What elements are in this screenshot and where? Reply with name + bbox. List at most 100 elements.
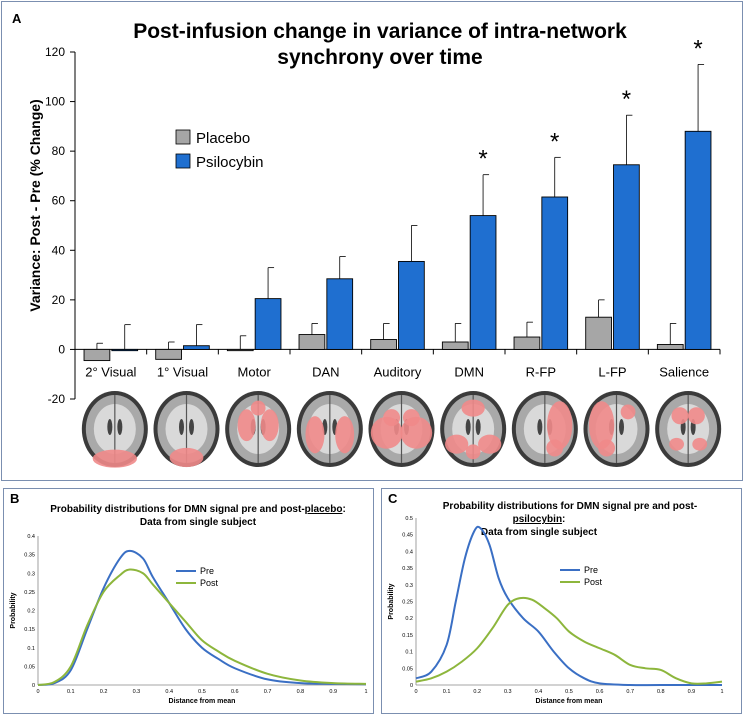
panel-b: B Probability distributions for DMN sign… [3,488,374,714]
y-tick-label-100: 100 [45,95,65,109]
brain-map-dan [296,391,363,467]
line-chart-placebo: B Probability distributions for DMN sign… [10,491,368,705]
chart-title-line2: Data from single subject [140,517,257,528]
y-axis-label: Variance: Post - Pre (% Change) [27,99,43,311]
legend: Placebo Psilocybin [175,129,264,171]
brain-activation-blob [92,449,138,468]
x-tick-label: 0.4 [165,689,173,695]
x-tick-label: 1 [364,689,367,695]
x-tick-label: 0.4 [535,689,543,695]
series-line-post [37,568,367,686]
brain-activation-blob [169,447,204,468]
x-tick-label: 0.8 [657,689,665,695]
brain-activation-blob [687,407,705,425]
y-tick-label: 0.15 [402,633,413,639]
brain-ventricle-right [189,419,194,435]
brain-activation-blob [478,434,502,454]
bar-psilocybin-salience [684,130,712,350]
legend-label-pre: Pre [200,566,214,576]
brain-activation-blob [598,439,616,457]
y-tick-label--20: -20 [48,392,66,406]
brain-activation-blob [692,437,708,451]
chart-title-line2: psilocybin: [513,514,566,525]
brain-activation-blob [305,416,325,454]
chart-title-line2: synchrony over time [277,46,482,69]
brain-map-r-fp [511,391,578,467]
chart-title-line3: Data from single subject [481,527,598,538]
brain-ventricle-right [475,419,481,435]
x-tick-label: 0 [36,689,39,695]
x-tick-label: 0.6 [596,689,604,695]
legend-label-post: Post [584,577,603,587]
y-tick-label: 0.4 [405,549,413,555]
brain-activation-blob [383,409,401,427]
brain-ventricle-left [537,419,543,435]
x-tick-label: 0.1 [443,689,451,695]
x-axis-label: Distance from mean [169,698,236,705]
y-tick-label-0: 0 [58,342,65,356]
bar-chart-plot: -20 0 20 40 60 80 100 120 2° Visual 1° Visual Moto… [45,35,721,406]
title-underlined: psilocybin [513,514,562,525]
panel-letter-a: A [12,11,22,26]
x-tick-label: 0.2 [473,689,481,695]
y-tick-label: 0 [32,683,35,689]
legend-swatch-placebo [175,129,191,145]
y-tick-label: 0.35 [24,553,35,559]
x-tick-label: 0.7 [264,689,272,695]
brain-activation-blob [237,409,256,442]
y-tick-label: 0.25 [24,590,35,596]
x-tick-label-salience: Salience [659,364,709,379]
y-tick-label: 0.2 [27,609,35,615]
brain-activation-blob [669,437,685,451]
x-tick-label: 0.1 [67,689,75,695]
y-tick-label-20: 20 [52,293,66,307]
y-tick-label: 0.25 [402,600,413,606]
brain-activation-blob [461,399,485,417]
brain-map-salience [655,391,722,467]
legend-label-placebo: Placebo [196,130,250,147]
brain-ventricle-left [465,419,471,435]
legend-label-post: Post [200,578,219,588]
x-tick-label: 0 [414,689,417,695]
brain-ventricle-right [117,419,123,435]
brain-network-maps [81,391,722,468]
brain-ventricle-right [619,419,624,435]
panel-letter-c: C [388,491,398,506]
x-tick-label: 0.2 [100,689,108,695]
y-tick-label: 0.1 [405,650,413,656]
line-chart-plot: 0 0.05 0.1 0.15 0.2 0.25 0.3 0.35 0.4 0.45 0.5 0 0.1… [388,516,724,705]
brain-map-auditory [368,391,435,467]
brain-map-l-fp [583,391,650,467]
title-suffix: : [562,514,565,525]
brain-activation-blob [620,404,636,420]
legend-label-pre: Pre [584,565,598,575]
x-tick-label-motor: Motor [238,364,272,379]
x-tick-label: 0.5 [198,689,206,695]
y-tick-label: 0.5 [405,516,413,522]
x-tick-label: 0.6 [231,689,239,695]
x-tick-label: 0.8 [297,689,305,695]
y-tick-label: 0 [410,683,413,689]
bar-psilocybin-1-visual [183,345,210,350]
x-tick-label-1-visual: 1° Visual [157,364,208,379]
significance-star-dmn: * [478,146,487,173]
x-tick-label-auditory: Auditory [374,364,422,379]
bar-psilocybin-2-visual [111,348,139,352]
brain-activation-blob [671,407,689,425]
bar-placebo-l-fp [585,316,612,350]
bar-placebo-r-fp [513,336,541,350]
x-tick-label-2-visual: 2° Visual [85,364,136,379]
y-axis-label: Probability [388,583,395,619]
panel-a: A Post-infusion change in variance of in… [1,1,743,481]
y-tick-label: 0.2 [405,616,413,622]
y-tick-label: 0.3 [27,571,35,577]
brain-map-dmn [440,391,507,467]
x-tick-label: 1 [720,689,723,695]
panel-letter-b: B [10,491,19,506]
bar-chart-variance: A Post-infusion change in variance of in… [12,11,722,468]
brain-activation-blob [335,416,355,454]
brain-activation-blob [402,409,420,427]
x-tick-label: 0.3 [504,689,512,695]
bar-placebo-dan [298,334,326,350]
bar-psilocybin-motor [254,298,282,350]
